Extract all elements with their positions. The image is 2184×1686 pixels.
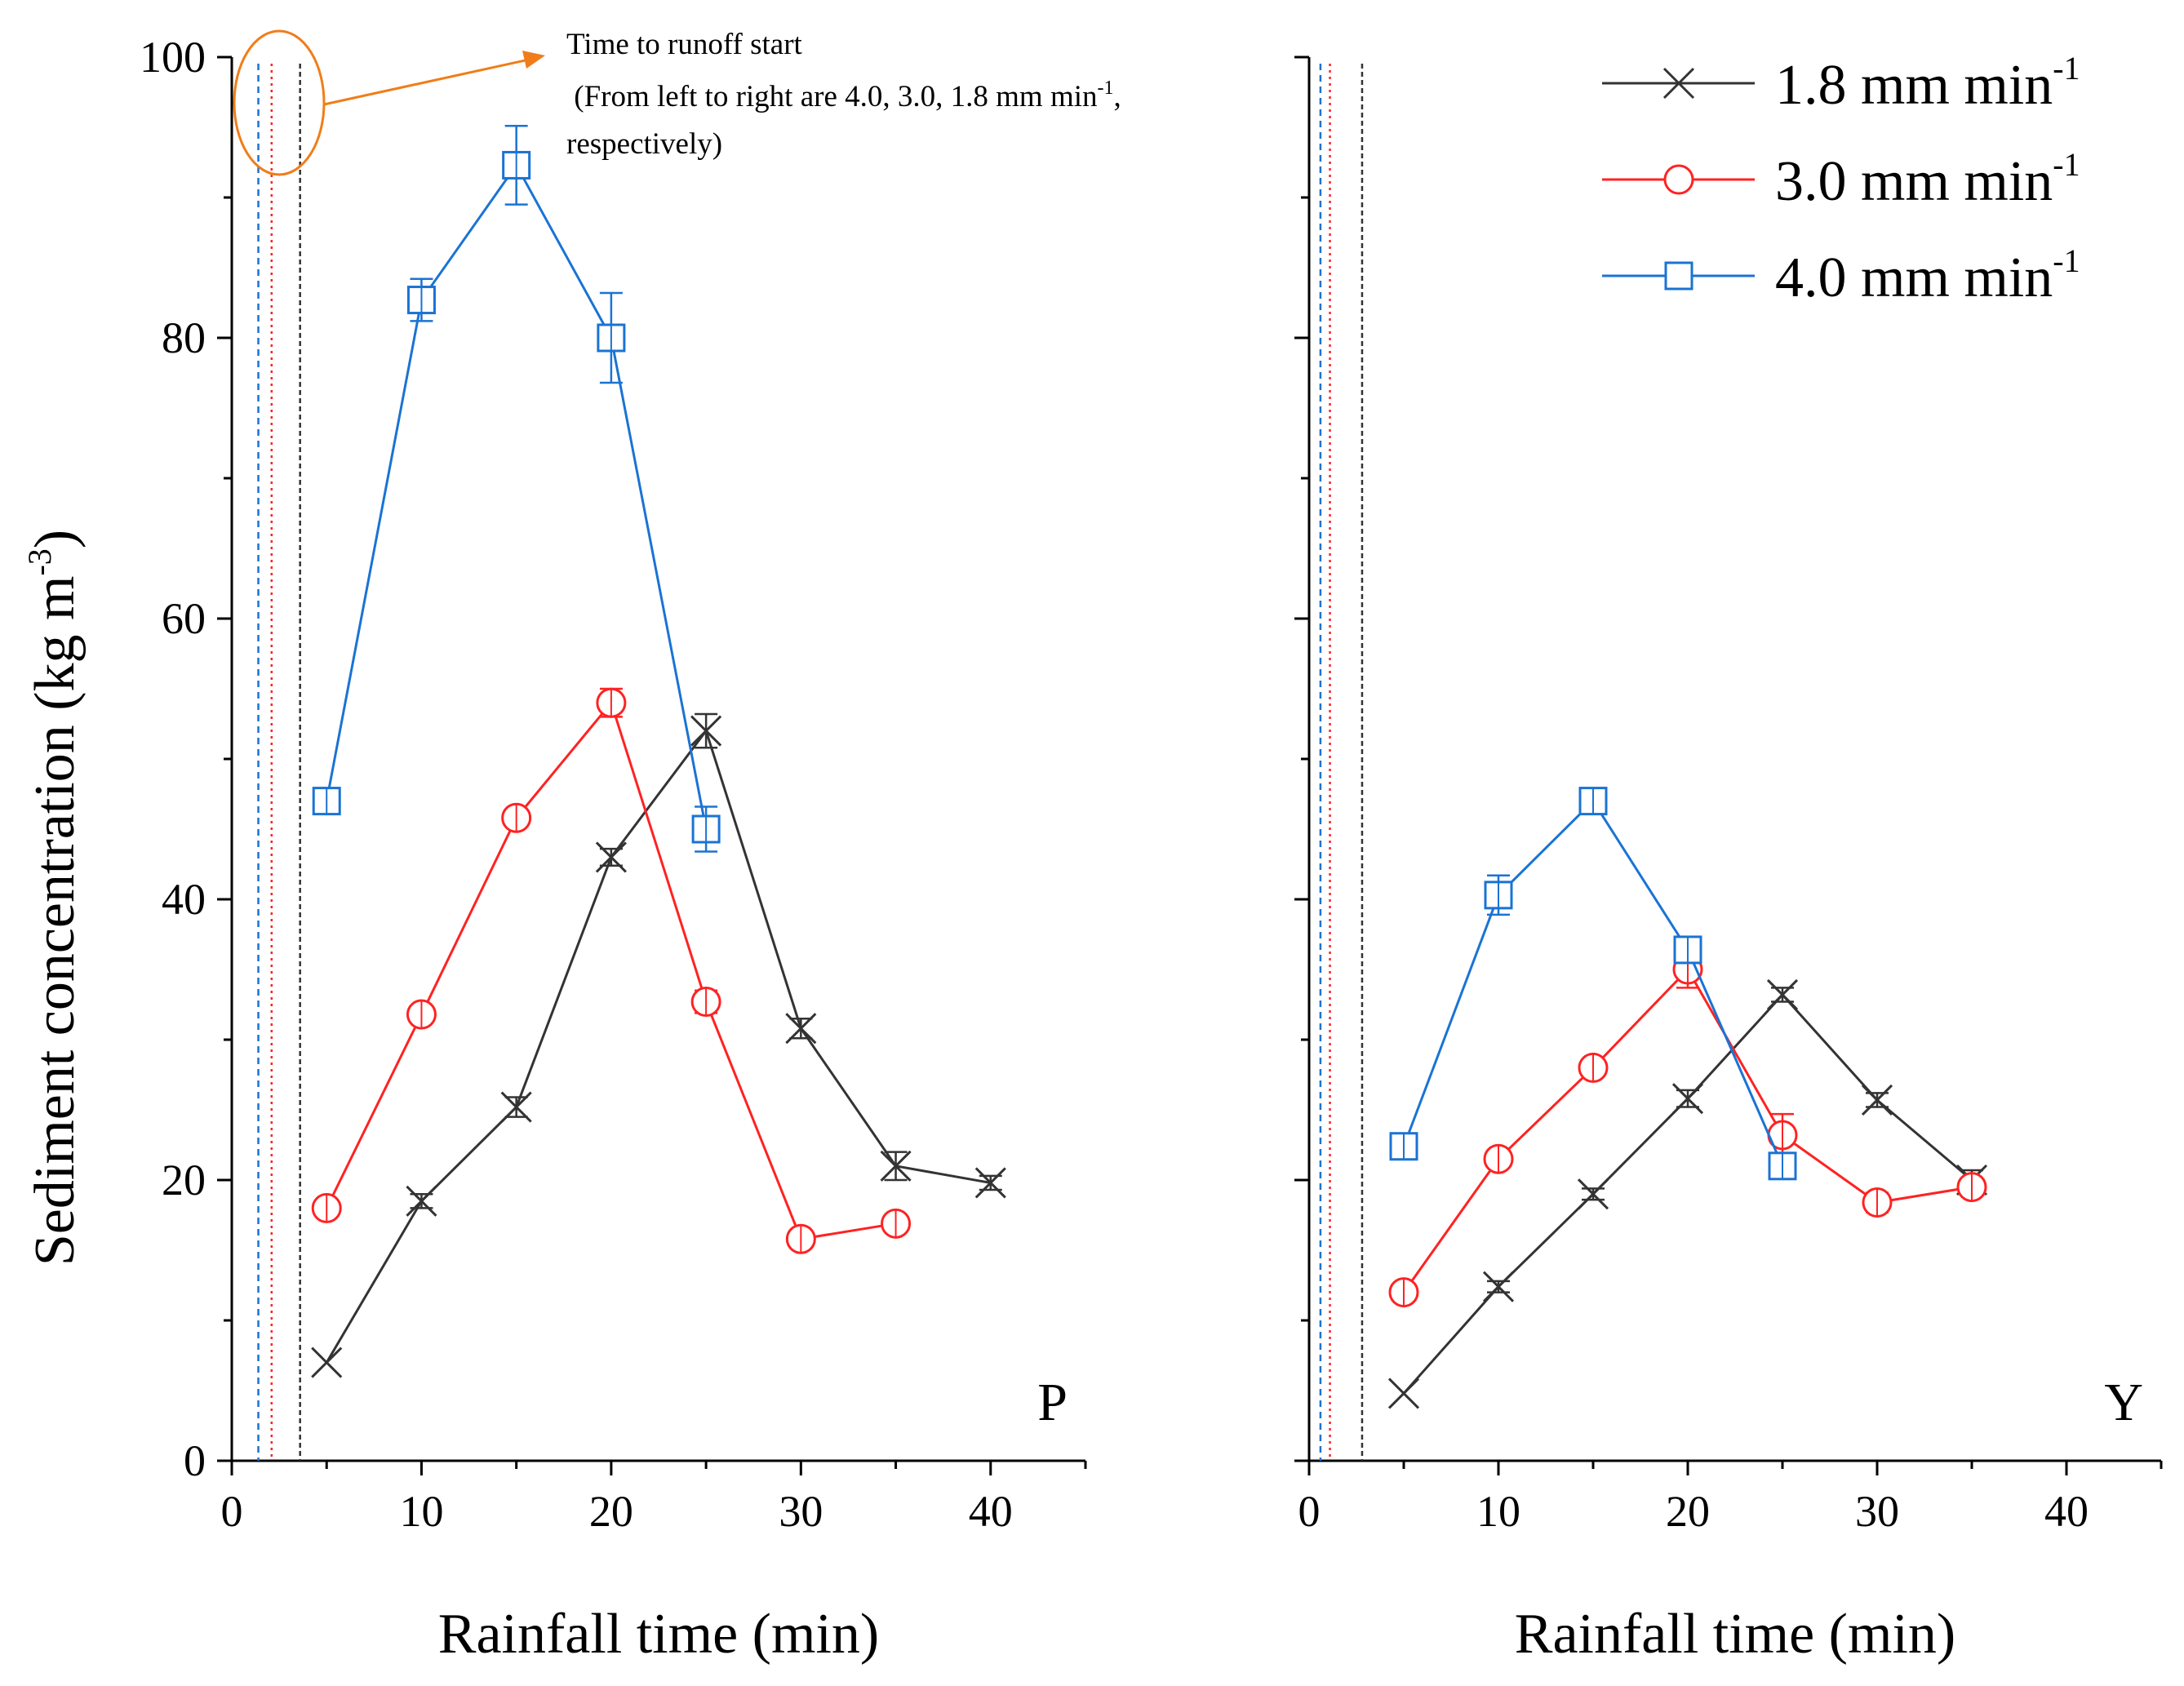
y-tick-label-100: 100 (140, 33, 206, 82)
data-point-P-s18-10-stroke-b (406, 1185, 437, 1217)
data-point-P-s18-10 (406, 1185, 437, 1217)
y-axis-title: Sediment concentration (kg m-3) (21, 530, 87, 1266)
data-point-P-s18-30-stroke-b (785, 1013, 817, 1045)
data-point-P-s18-25 (690, 715, 722, 747)
legend-marker-s18-stroke-b (1662, 67, 1695, 100)
data-point-P-s18-25-stroke-b (690, 715, 722, 747)
annotation-line-2-main: (From left to right are 4.0, 3.0, 1.8 mm… (566, 80, 1098, 113)
legend-marker-s18 (1662, 67, 1695, 100)
x-tick-label-P-10: 10 (399, 1487, 443, 1536)
data-point-P-s18-5-stroke-b (311, 1347, 343, 1378)
x-tick-label-Y-30: 30 (1855, 1487, 1899, 1536)
legend-label-s40: 4.0 mm min-1 (1775, 242, 2080, 309)
x-tick-label-P-0: 0 (221, 1487, 243, 1536)
annotation-arrow-line (323, 58, 530, 106)
data-point-P-s18-35 (880, 1150, 912, 1182)
panel-P: 0 20 40 60 80 100 0 10 20 30 40 Rainfall time (min)… (140, 33, 1087, 1666)
data-point-P-s18-20-stroke-b (595, 841, 627, 873)
x-tick-label-Y-20: 20 (1666, 1487, 1710, 1536)
x-axis-title-Y: Rainfall time (min) (1515, 1603, 1955, 1666)
series-line-Y-s40 (1402, 799, 1784, 1167)
data-point-Y-s18-15 (1577, 1178, 1609, 1210)
y-axis-title-sup: -3 (21, 548, 58, 575)
legend-label-sup-s30: -1 (2053, 146, 2080, 183)
y-tick-label-80: 80 (162, 313, 206, 362)
legend-label-main-s30: 3.0 mm min (1775, 150, 2053, 213)
legend-label-main-s18: 1.8 mm min (1775, 54, 2053, 117)
panel-Y: 0 10 20 30 40 Rainfall time (min) Y (1294, 55, 2163, 1666)
data-point-Y-s18-15-stroke-b (1577, 1178, 1609, 1210)
y-axis-title-end: ) (24, 530, 87, 548)
runoff-start-highlight-ellipse (233, 29, 326, 176)
y-tick-label-40: 40 (162, 875, 206, 924)
annotation-line-2: (From left to right are 4.0, 3.0, 1.8 mm… (566, 78, 1121, 113)
data-point-Y-s18-25 (1766, 978, 1799, 1011)
x-tick-label-Y-10: 10 (1476, 1487, 1520, 1536)
y-tick-label-60: 60 (162, 594, 206, 643)
x-tick-label-P-20: 20 (589, 1487, 633, 1536)
x-axis-title-P: Rainfall time (min) (438, 1603, 879, 1666)
data-point-Y-s18-25-stroke-b (1766, 978, 1799, 1011)
legend-marker-s30 (1663, 164, 1694, 195)
series-line-P-s40 (325, 162, 708, 830)
annotation-line-3: respectively) (566, 127, 722, 161)
series-line-P-s18 (325, 728, 992, 1364)
series-P-s18 (311, 712, 1006, 1378)
series-P-s40 (312, 125, 721, 853)
y-axis-title-main: Sediment concentration (kg m (24, 576, 87, 1267)
x-tick-label-P-40: 40 (969, 1487, 1013, 1536)
x-tick-label-Y-0: 0 (1298, 1487, 1321, 1536)
data-point-Y-s18-20-stroke-b (1671, 1083, 1704, 1115)
data-point-P-s18-20 (595, 841, 627, 873)
data-point-P-s18-15-stroke-b (500, 1091, 532, 1123)
series-P-s30 (311, 687, 912, 1254)
series-Y-s30 (1388, 950, 1987, 1308)
legend-label-s30: 3.0 mm min-1 (1775, 146, 2080, 213)
data-point-Y-s18-10 (1482, 1271, 1515, 1302)
data-point-P-s18-40-stroke-b (974, 1167, 1006, 1199)
annotation-line-2-end: , (1114, 80, 1121, 113)
series-Y-s40 (1389, 787, 1797, 1181)
data-point-Y-s18-5-stroke-b (1387, 1378, 1420, 1409)
annotation-line-2-sup: -1 (1098, 78, 1114, 99)
legend-label-sup-s40: -1 (2053, 242, 2080, 279)
legend-label-s18: 1.8 mm min-1 (1775, 50, 2080, 117)
y-tick-label-20: 20 (162, 1156, 206, 1205)
annotation-line-1: Time to runoff start (566, 28, 803, 61)
data-point-Y-s18-5 (1387, 1378, 1420, 1409)
legend-marker-s40 (1664, 261, 1693, 291)
data-point-P-s18-15 (500, 1091, 532, 1123)
legend: 1.8 mm min-13.0 mm min-14.0 mm min-1 (1602, 50, 2080, 309)
svg-text:Sediment concentration (kg m-3: Sediment concentration (kg m-3) (21, 530, 87, 1266)
data-point-Y-s18-30-stroke-b (1861, 1084, 1893, 1116)
panel-label-P: P (1037, 1373, 1068, 1432)
runoff-start-annotation: Time to runoff start (From left to right… (233, 28, 1121, 176)
y-tick-label-0: 0 (184, 1436, 206, 1485)
series-line-Y-s30 (1402, 967, 1973, 1293)
legend-label-main-s40: 4.0 mm min (1775, 246, 2053, 309)
data-point-Y-s18-10-stroke-b (1482, 1271, 1515, 1302)
data-point-P-s18-5 (311, 1347, 343, 1378)
series-line-P-s30 (325, 700, 896, 1240)
x-tick-label-P-30: 30 (779, 1487, 823, 1536)
data-point-P-s18-35-stroke-b (880, 1150, 912, 1182)
data-point-P-s18-40 (974, 1167, 1006, 1199)
data-point-Y-s18-30 (1861, 1084, 1893, 1116)
data-point-P-s18-30 (785, 1013, 817, 1045)
data-point-Y-s18-20 (1671, 1083, 1704, 1115)
x-tick-label-Y-40: 40 (2044, 1487, 2089, 1536)
series-Y-s18 (1387, 978, 1988, 1409)
legend-label-sup-s18: -1 (2053, 50, 2080, 87)
panel-label-Y: Y (2104, 1373, 2143, 1432)
annotation-arrow-head (522, 51, 545, 69)
